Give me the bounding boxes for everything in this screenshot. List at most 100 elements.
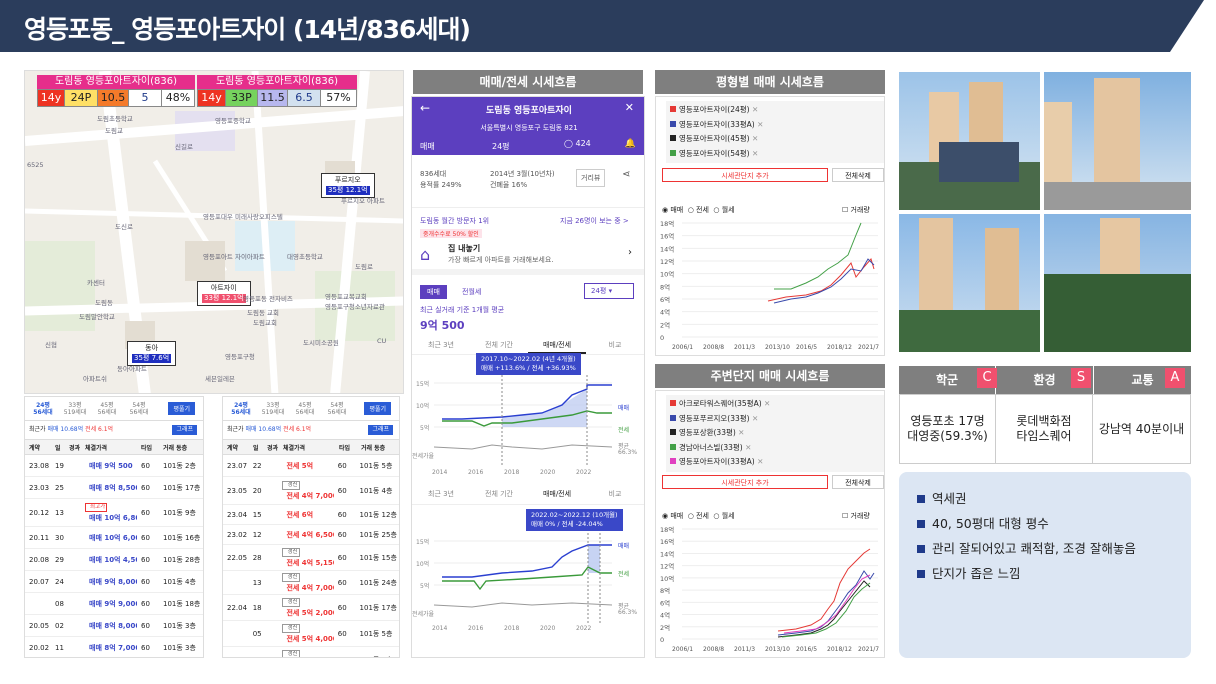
close-icon[interactable]: ✕ bbox=[624, 101, 634, 114]
remove-icon[interactable]: ✕ bbox=[749, 413, 759, 423]
cell-type: 60 bbox=[141, 508, 150, 517]
remove-icon[interactable]: ✕ bbox=[761, 399, 771, 408]
map-pin-prugio[interactable]: 푸르지오 35평 12.1억 bbox=[321, 173, 375, 198]
chart-tab-active[interactable]: 매매/전세 bbox=[542, 490, 572, 498]
tab-rent[interactable]: 전월세 bbox=[462, 288, 482, 296]
table-row[interactable]: 23.03 25 매매 8억 8,500 60 101동 17층 bbox=[25, 477, 203, 499]
viewers-now[interactable]: 지금 26명이 보는 중 > bbox=[560, 217, 629, 225]
table-row[interactable]: 23.04 15 전세 6억 60 101동 12층 bbox=[223, 505, 399, 525]
chart-tab[interactable]: 비교 bbox=[608, 490, 622, 498]
tab-sale[interactable]: 매매 bbox=[420, 285, 447, 299]
legend-item[interactable]: 아크로타워스퀘어(35평A) ✕ bbox=[670, 397, 880, 412]
chart-tab[interactable]: 전체 기간 bbox=[485, 341, 513, 349]
x-tick: 2018/12 bbox=[827, 344, 852, 351]
chart-tab[interactable]: 최근 3년 bbox=[428, 490, 454, 498]
expand-button[interactable]: 평풀기 bbox=[168, 402, 195, 415]
y-tick: 10억 bbox=[660, 271, 674, 279]
size-tab-24[interactable]: 24평 56세대 bbox=[27, 402, 59, 416]
cell-day: 19 bbox=[55, 461, 64, 470]
legend-item[interactable]: 경남아너스빌(33평) ✕ bbox=[670, 441, 880, 456]
legend-item[interactable]: 영등포아트자이(24평) ✕ bbox=[670, 103, 880, 118]
street-view-button[interactable]: 거리뷰 bbox=[576, 169, 606, 187]
clear-all-button[interactable]: 전체삭제 bbox=[832, 168, 884, 182]
table-row[interactable]: 23.05 20 갱신 전세 4억 7,000 60 101동 4층 bbox=[223, 477, 399, 505]
share-icon[interactable]: ⋖ bbox=[622, 169, 631, 180]
table-row[interactable]: 23.07 22 전세 5억 60 101동 5층 bbox=[223, 455, 399, 477]
map-label: 푸르지오 아파트 bbox=[341, 197, 385, 205]
back-arrow-icon[interactable]: ← bbox=[420, 101, 431, 115]
map-pin-artxi[interactable]: 아트자이 33평 12.1억 bbox=[197, 281, 251, 306]
legend-item[interactable]: 영등포상환(33평) ✕ bbox=[670, 426, 880, 441]
legend-item[interactable]: 영등포아트자이(45평) ✕ bbox=[670, 132, 880, 147]
remove-icon[interactable]: ✕ bbox=[735, 428, 745, 437]
table-row[interactable]: 20.02 11 매매 8억 7,000 60 101동 3층 bbox=[25, 637, 203, 657]
chart-tab[interactable]: 비교 bbox=[608, 341, 622, 349]
radio-monthly[interactable]: ○ 월세 bbox=[713, 206, 735, 214]
y-tick: 18억 bbox=[660, 220, 674, 228]
y-tick: 4억 bbox=[660, 612, 670, 620]
size-select[interactable]: 24평 bbox=[492, 142, 510, 151]
chart-tab[interactable]: 최근 3년 bbox=[428, 341, 454, 349]
size-tab-54[interactable]: 54평 56세대 bbox=[123, 402, 155, 416]
table-row[interactable]: 20.07 24 매매 9억 8,000 60 101동 4층 bbox=[25, 571, 203, 593]
info-title: 도림동 영등포아트자이(836) bbox=[197, 75, 357, 89]
size-tab-45[interactable]: 45평 56세대 bbox=[289, 402, 321, 416]
volume-checkbox[interactable]: ☐ 거래량 bbox=[842, 512, 870, 520]
table-row[interactable]: 13 갱신 전세 4억 7,000 60 101동 24층 bbox=[223, 571, 399, 595]
size-tab-45[interactable]: 45평 56세대 bbox=[91, 402, 123, 416]
chart-tab-active[interactable]: 매매/전세 bbox=[528, 335, 586, 354]
radio-monthly[interactable]: ○ 월세 bbox=[713, 512, 735, 520]
size-dropdown[interactable]: 24평 ▾ bbox=[584, 283, 634, 299]
expand-button[interactable]: 평풀기 bbox=[364, 402, 391, 415]
bell-icon[interactable]: 🔔 bbox=[624, 139, 636, 149]
remove-icon[interactable]: ✕ bbox=[754, 119, 764, 129]
comment-count[interactable]: ◯ 424 bbox=[564, 139, 591, 148]
map-pin-donga[interactable]: 동아 35평 7.6억 bbox=[127, 341, 177, 366]
table-row[interactable]: 23.08 19 매매 9억 500 60 101동 2층 bbox=[25, 455, 203, 477]
remove-icon[interactable]: ✕ bbox=[742, 442, 752, 452]
legend-item[interactable]: 영등포푸르지오(33평) ✕ bbox=[670, 412, 880, 427]
table-row[interactable]: 20.05 02 매매 8억 8,000 60 101동 3층 bbox=[25, 615, 203, 637]
table-row[interactable]: 22.04 18 갱신 전세 5억 2,000 60 101동 17층 bbox=[223, 595, 399, 621]
cell-dong: 101동 24층 bbox=[359, 578, 397, 587]
table-row[interactable]: 23.02 12 전세 4억 6,500 60 101동 25층 bbox=[223, 525, 399, 545]
radio-rent[interactable]: ○ 전세 bbox=[687, 512, 709, 520]
radio-rent[interactable]: ○ 전세 bbox=[687, 206, 709, 214]
table-row[interactable]: 05 갱신 전세 5억 4,000 60 101동 5층 bbox=[223, 621, 399, 647]
deal-type-select[interactable]: 매매 bbox=[420, 142, 435, 151]
legend-item[interactable]: 영등포아트자이(33평A) ✕ bbox=[670, 455, 880, 470]
size-tab-33[interactable]: 33평 519세대 bbox=[59, 402, 91, 416]
remove-icon[interactable]: ✕ bbox=[749, 134, 759, 143]
app-screen: ← 도림동 영등포아트자이 ✕ 서울특별시 영등포구 도림동 821 매매 24… bbox=[411, 96, 645, 658]
table-row[interactable]: 20.08 29 매매 10억 4,500 60 101동 28층 bbox=[25, 549, 203, 571]
table-row[interactable]: 22.05 28 갱신 전세 4억 5,150 60 101동 15층 bbox=[223, 545, 399, 571]
col-dong: 거래 동층 bbox=[361, 444, 386, 452]
volume-checkbox[interactable]: ☐ 거래량 bbox=[842, 206, 870, 214]
map-label: 도림로 bbox=[355, 263, 373, 271]
info-rent: 6.5 bbox=[288, 90, 321, 106]
graph-button[interactable]: 그래프 bbox=[368, 425, 393, 435]
radio-sale[interactable]: ◉ 매매 bbox=[662, 512, 684, 520]
remove-icon[interactable]: ✕ bbox=[749, 105, 759, 114]
size-tab-24[interactable]: 24평 56세대 bbox=[225, 402, 257, 416]
cell-type: 60 bbox=[337, 578, 347, 587]
legend-item[interactable]: 영등포아트자이(33평A) ✕ bbox=[670, 118, 880, 133]
remove-icon[interactable]: ✕ bbox=[754, 457, 764, 466]
clear-all-button[interactable]: 전체삭제 bbox=[832, 475, 884, 489]
size-tab-33[interactable]: 33평 519세대 bbox=[257, 402, 289, 416]
radio-sale[interactable]: ◉ 매매 bbox=[662, 206, 684, 214]
x-tick: 2020 bbox=[540, 469, 556, 476]
sell-banner[interactable]: ⌂ 집 내놓기 가장 빠르게 아파트를 거래해보세요. › bbox=[412, 237, 644, 275]
chart-tab[interactable]: 전체 기간 bbox=[485, 490, 513, 498]
legend-item[interactable]: 영등포아트자이(54평) ✕ bbox=[670, 147, 880, 162]
table-row[interactable]: 20.11 30 매매 10억 6,000 60 101동 16층 bbox=[25, 527, 203, 549]
size-tab-54[interactable]: 54평 56세대 bbox=[321, 402, 353, 416]
add-complex-button[interactable]: 시세관단지 추가 bbox=[662, 168, 828, 182]
add-complex-button[interactable]: 시세관단지 추가 bbox=[662, 475, 828, 489]
table-row[interactable]: 08 매매 9억 9,000 60 101동 18층 bbox=[25, 593, 203, 615]
remove-icon[interactable]: ✕ bbox=[749, 148, 759, 158]
graph-button[interactable]: 그래프 bbox=[172, 425, 197, 435]
map-view[interactable]: 도림동 영등포아트자이(836) 14y 24P 10.5 5 48% 도림동 … bbox=[24, 70, 404, 394]
